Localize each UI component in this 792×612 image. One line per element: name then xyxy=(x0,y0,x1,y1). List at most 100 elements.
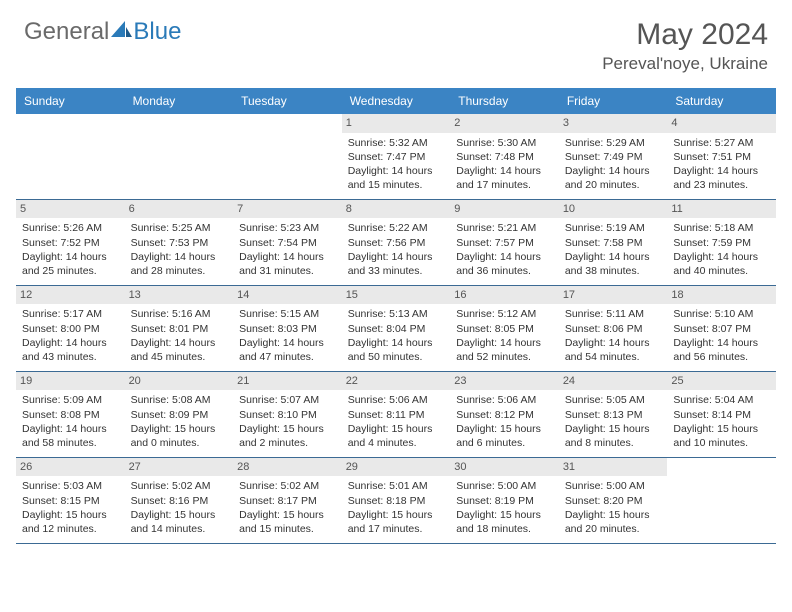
dayhead-monday: Monday xyxy=(125,88,234,114)
sunset-text: Sunset: 7:58 PM xyxy=(565,236,662,250)
sunrise-text: Sunrise: 5:15 AM xyxy=(239,307,336,321)
daylight-text: Daylight: 14 hours and 31 minutes. xyxy=(239,250,336,278)
sunrise-text: Sunrise: 5:00 AM xyxy=(565,479,662,493)
day-cell: 16Sunrise: 5:12 AMSunset: 8:05 PMDayligh… xyxy=(450,285,559,371)
sunrise-text: Sunrise: 5:21 AM xyxy=(456,221,553,235)
sunrise-text: Sunrise: 5:17 AM xyxy=(22,307,119,321)
day-cell: 13Sunrise: 5:16 AMSunset: 8:01 PMDayligh… xyxy=(125,285,234,371)
sunset-text: Sunset: 8:18 PM xyxy=(348,494,445,508)
sunset-text: Sunset: 7:52 PM xyxy=(22,236,119,250)
logo-text-general: General xyxy=(24,18,109,46)
day-cell: 22Sunrise: 5:06 AMSunset: 8:11 PMDayligh… xyxy=(342,371,451,457)
location: Pereval'noye, Ukraine xyxy=(602,54,768,74)
day-number: 1 xyxy=(342,114,451,133)
day-cell: 24Sunrise: 5:05 AMSunset: 8:13 PMDayligh… xyxy=(559,371,668,457)
day-number: 10 xyxy=(559,200,668,219)
day-cell: 19Sunrise: 5:09 AMSunset: 8:08 PMDayligh… xyxy=(16,371,125,457)
sunset-text: Sunset: 7:56 PM xyxy=(348,236,445,250)
sunset-text: Sunset: 8:07 PM xyxy=(673,322,770,336)
day-cell: 23Sunrise: 5:06 AMSunset: 8:12 PMDayligh… xyxy=(450,371,559,457)
dayhead-wednesday: Wednesday xyxy=(342,88,451,114)
daylight-text: Daylight: 14 hours and 58 minutes. xyxy=(22,422,119,450)
sunset-text: Sunset: 8:13 PM xyxy=(565,408,662,422)
daylight-text: Daylight: 14 hours and 28 minutes. xyxy=(131,250,228,278)
day-number: 20 xyxy=(125,372,234,391)
dayhead-row: Sunday Monday Tuesday Wednesday Thursday… xyxy=(16,88,776,114)
sunrise-text: Sunrise: 5:04 AM xyxy=(673,393,770,407)
sunset-text: Sunset: 7:59 PM xyxy=(673,236,770,250)
daylight-text: Daylight: 14 hours and 56 minutes. xyxy=(673,336,770,364)
sunrise-text: Sunrise: 5:18 AM xyxy=(673,221,770,235)
week-row: 19Sunrise: 5:09 AMSunset: 8:08 PMDayligh… xyxy=(16,371,776,457)
day-number: 18 xyxy=(667,286,776,305)
sunset-text: Sunset: 8:06 PM xyxy=(565,322,662,336)
sunset-text: Sunset: 8:08 PM xyxy=(22,408,119,422)
day-cell: 29Sunrise: 5:01 AMSunset: 8:18 PMDayligh… xyxy=(342,457,451,543)
day-cell: . xyxy=(125,114,234,199)
calendar-body: ...1Sunrise: 5:32 AMSunset: 7:47 PMDayli… xyxy=(16,114,776,543)
daylight-text: Daylight: 14 hours and 25 minutes. xyxy=(22,250,119,278)
day-number: 27 xyxy=(125,458,234,477)
day-number: 15 xyxy=(342,286,451,305)
day-number: 24 xyxy=(559,372,668,391)
day-cell: 27Sunrise: 5:02 AMSunset: 8:16 PMDayligh… xyxy=(125,457,234,543)
sunrise-text: Sunrise: 5:08 AM xyxy=(131,393,228,407)
sunset-text: Sunset: 8:05 PM xyxy=(456,322,553,336)
day-cell: 5Sunrise: 5:26 AMSunset: 7:52 PMDaylight… xyxy=(16,199,125,285)
daylight-text: Daylight: 15 hours and 0 minutes. xyxy=(131,422,228,450)
day-cell: 20Sunrise: 5:08 AMSunset: 8:09 PMDayligh… xyxy=(125,371,234,457)
day-cell: 6Sunrise: 5:25 AMSunset: 7:53 PMDaylight… xyxy=(125,199,234,285)
sunset-text: Sunset: 8:16 PM xyxy=(131,494,228,508)
day-number: 5 xyxy=(16,200,125,219)
daylight-text: Daylight: 15 hours and 15 minutes. xyxy=(239,508,336,536)
day-cell: 30Sunrise: 5:00 AMSunset: 8:19 PMDayligh… xyxy=(450,457,559,543)
day-number: 14 xyxy=(233,286,342,305)
day-cell: 17Sunrise: 5:11 AMSunset: 8:06 PMDayligh… xyxy=(559,285,668,371)
daylight-text: Daylight: 14 hours and 50 minutes. xyxy=(348,336,445,364)
day-number: 7 xyxy=(233,200,342,219)
daylight-text: Daylight: 14 hours and 33 minutes. xyxy=(348,250,445,278)
daylight-text: Daylight: 14 hours and 17 minutes. xyxy=(456,164,553,192)
dayhead-friday: Friday xyxy=(559,88,668,114)
day-number: 17 xyxy=(559,286,668,305)
daylight-text: Daylight: 14 hours and 15 minutes. xyxy=(348,164,445,192)
day-number: 26 xyxy=(16,458,125,477)
sunrise-text: Sunrise: 5:32 AM xyxy=(348,136,445,150)
day-cell: 3Sunrise: 5:29 AMSunset: 7:49 PMDaylight… xyxy=(559,114,668,199)
header: General Blue May 2024 Pereval'noye, Ukra… xyxy=(0,0,792,82)
day-number: 2 xyxy=(450,114,559,133)
calendar-table: Sunday Monday Tuesday Wednesday Thursday… xyxy=(16,88,776,544)
logo-text-blue: Blue xyxy=(133,18,181,46)
day-cell: 18Sunrise: 5:10 AMSunset: 8:07 PMDayligh… xyxy=(667,285,776,371)
daylight-text: Daylight: 15 hours and 12 minutes. xyxy=(22,508,119,536)
week-row: ...1Sunrise: 5:32 AMSunset: 7:47 PMDayli… xyxy=(16,114,776,199)
sunrise-text: Sunrise: 5:00 AM xyxy=(456,479,553,493)
daylight-text: Daylight: 14 hours and 38 minutes. xyxy=(565,250,662,278)
daylight-text: Daylight: 14 hours and 47 minutes. xyxy=(239,336,336,364)
day-cell: 21Sunrise: 5:07 AMSunset: 8:10 PMDayligh… xyxy=(233,371,342,457)
day-cell: 9Sunrise: 5:21 AMSunset: 7:57 PMDaylight… xyxy=(450,199,559,285)
day-cell: 7Sunrise: 5:23 AMSunset: 7:54 PMDaylight… xyxy=(233,199,342,285)
day-cell: 25Sunrise: 5:04 AMSunset: 8:14 PMDayligh… xyxy=(667,371,776,457)
day-cell: 26Sunrise: 5:03 AMSunset: 8:15 PMDayligh… xyxy=(16,457,125,543)
sunrise-text: Sunrise: 5:06 AM xyxy=(456,393,553,407)
sunrise-text: Sunrise: 5:06 AM xyxy=(348,393,445,407)
sunrise-text: Sunrise: 5:09 AM xyxy=(22,393,119,407)
day-number: 8 xyxy=(342,200,451,219)
day-number: 30 xyxy=(450,458,559,477)
day-cell: . xyxy=(16,114,125,199)
sunset-text: Sunset: 8:19 PM xyxy=(456,494,553,508)
day-cell: . xyxy=(233,114,342,199)
daylight-text: Daylight: 15 hours and 2 minutes. xyxy=(239,422,336,450)
logo-sail-icon xyxy=(111,18,133,46)
day-number: 28 xyxy=(233,458,342,477)
day-cell: . xyxy=(667,457,776,543)
sunset-text: Sunset: 7:54 PM xyxy=(239,236,336,250)
sunrise-text: Sunrise: 5:16 AM xyxy=(131,307,228,321)
day-cell: 14Sunrise: 5:15 AMSunset: 8:03 PMDayligh… xyxy=(233,285,342,371)
daylight-text: Daylight: 15 hours and 14 minutes. xyxy=(131,508,228,536)
sunset-text: Sunset: 7:57 PM xyxy=(456,236,553,250)
day-number: 3 xyxy=(559,114,668,133)
day-cell: 2Sunrise: 5:30 AMSunset: 7:48 PMDaylight… xyxy=(450,114,559,199)
daylight-text: Daylight: 14 hours and 23 minutes. xyxy=(673,164,770,192)
